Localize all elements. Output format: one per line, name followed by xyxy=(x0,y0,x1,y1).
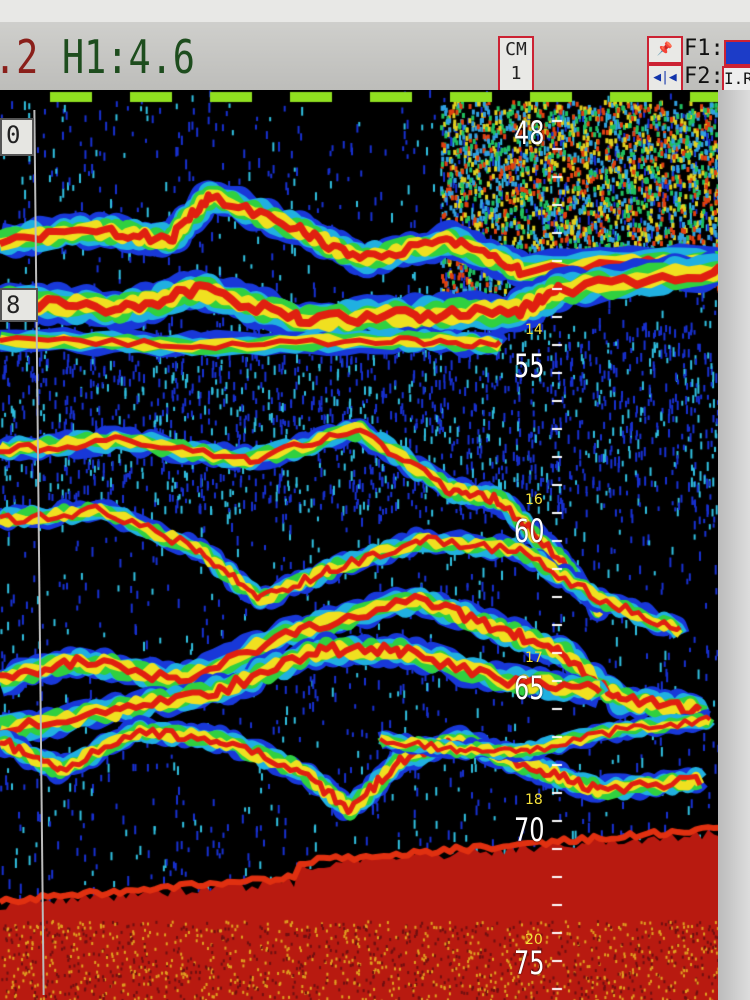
f1-value-box[interactable] xyxy=(724,40,750,66)
f2-value[interactable]: I.R xyxy=(722,66,750,92)
depth-label-65: 65 xyxy=(514,669,545,707)
f2-label: F2: xyxy=(684,64,724,89)
depth-label-55: 55 xyxy=(514,347,545,385)
channel-indicator[interactable]: CM 1 xyxy=(498,36,534,92)
screen-bezel xyxy=(718,90,750,1000)
depth-sublabel-17: 17 xyxy=(525,650,543,666)
range-readout: .2 xyxy=(0,30,39,84)
depth-label-48: 48 xyxy=(514,114,545,152)
depth-sublabel-14: 14 xyxy=(525,322,543,338)
depth-label-60: 60 xyxy=(514,512,545,550)
channel-label: CM xyxy=(505,39,527,60)
shift-arrows-icon[interactable]: ◀|◀ xyxy=(647,64,683,92)
depth-sublabel-20: 20 xyxy=(525,932,543,948)
status-header: .2 H1:4.6 CM 1 📌 ◀|◀ F1: F2: xyxy=(0,22,750,92)
depth-label-75: 75 xyxy=(514,944,545,982)
depth-label-70: 70 xyxy=(514,811,545,849)
screen-top-edge xyxy=(0,0,750,22)
channel-value: 1 xyxy=(510,63,522,84)
depth-sublabel-16: 16 xyxy=(525,492,543,508)
h1-readout: H1:4.6 xyxy=(62,30,195,84)
depth-sublabel-18: 18 xyxy=(525,792,543,808)
left-value-0: 0 xyxy=(0,118,34,156)
echogram-display: 0 8 48 55 60 65 70 75 14 16 17 18 20 xyxy=(0,90,720,1000)
f1-label: F1: xyxy=(684,36,724,61)
left-value-1: 8 xyxy=(0,288,38,322)
pin-icon[interactable]: 📌 xyxy=(647,36,683,64)
echogram-canvas xyxy=(0,90,720,1000)
